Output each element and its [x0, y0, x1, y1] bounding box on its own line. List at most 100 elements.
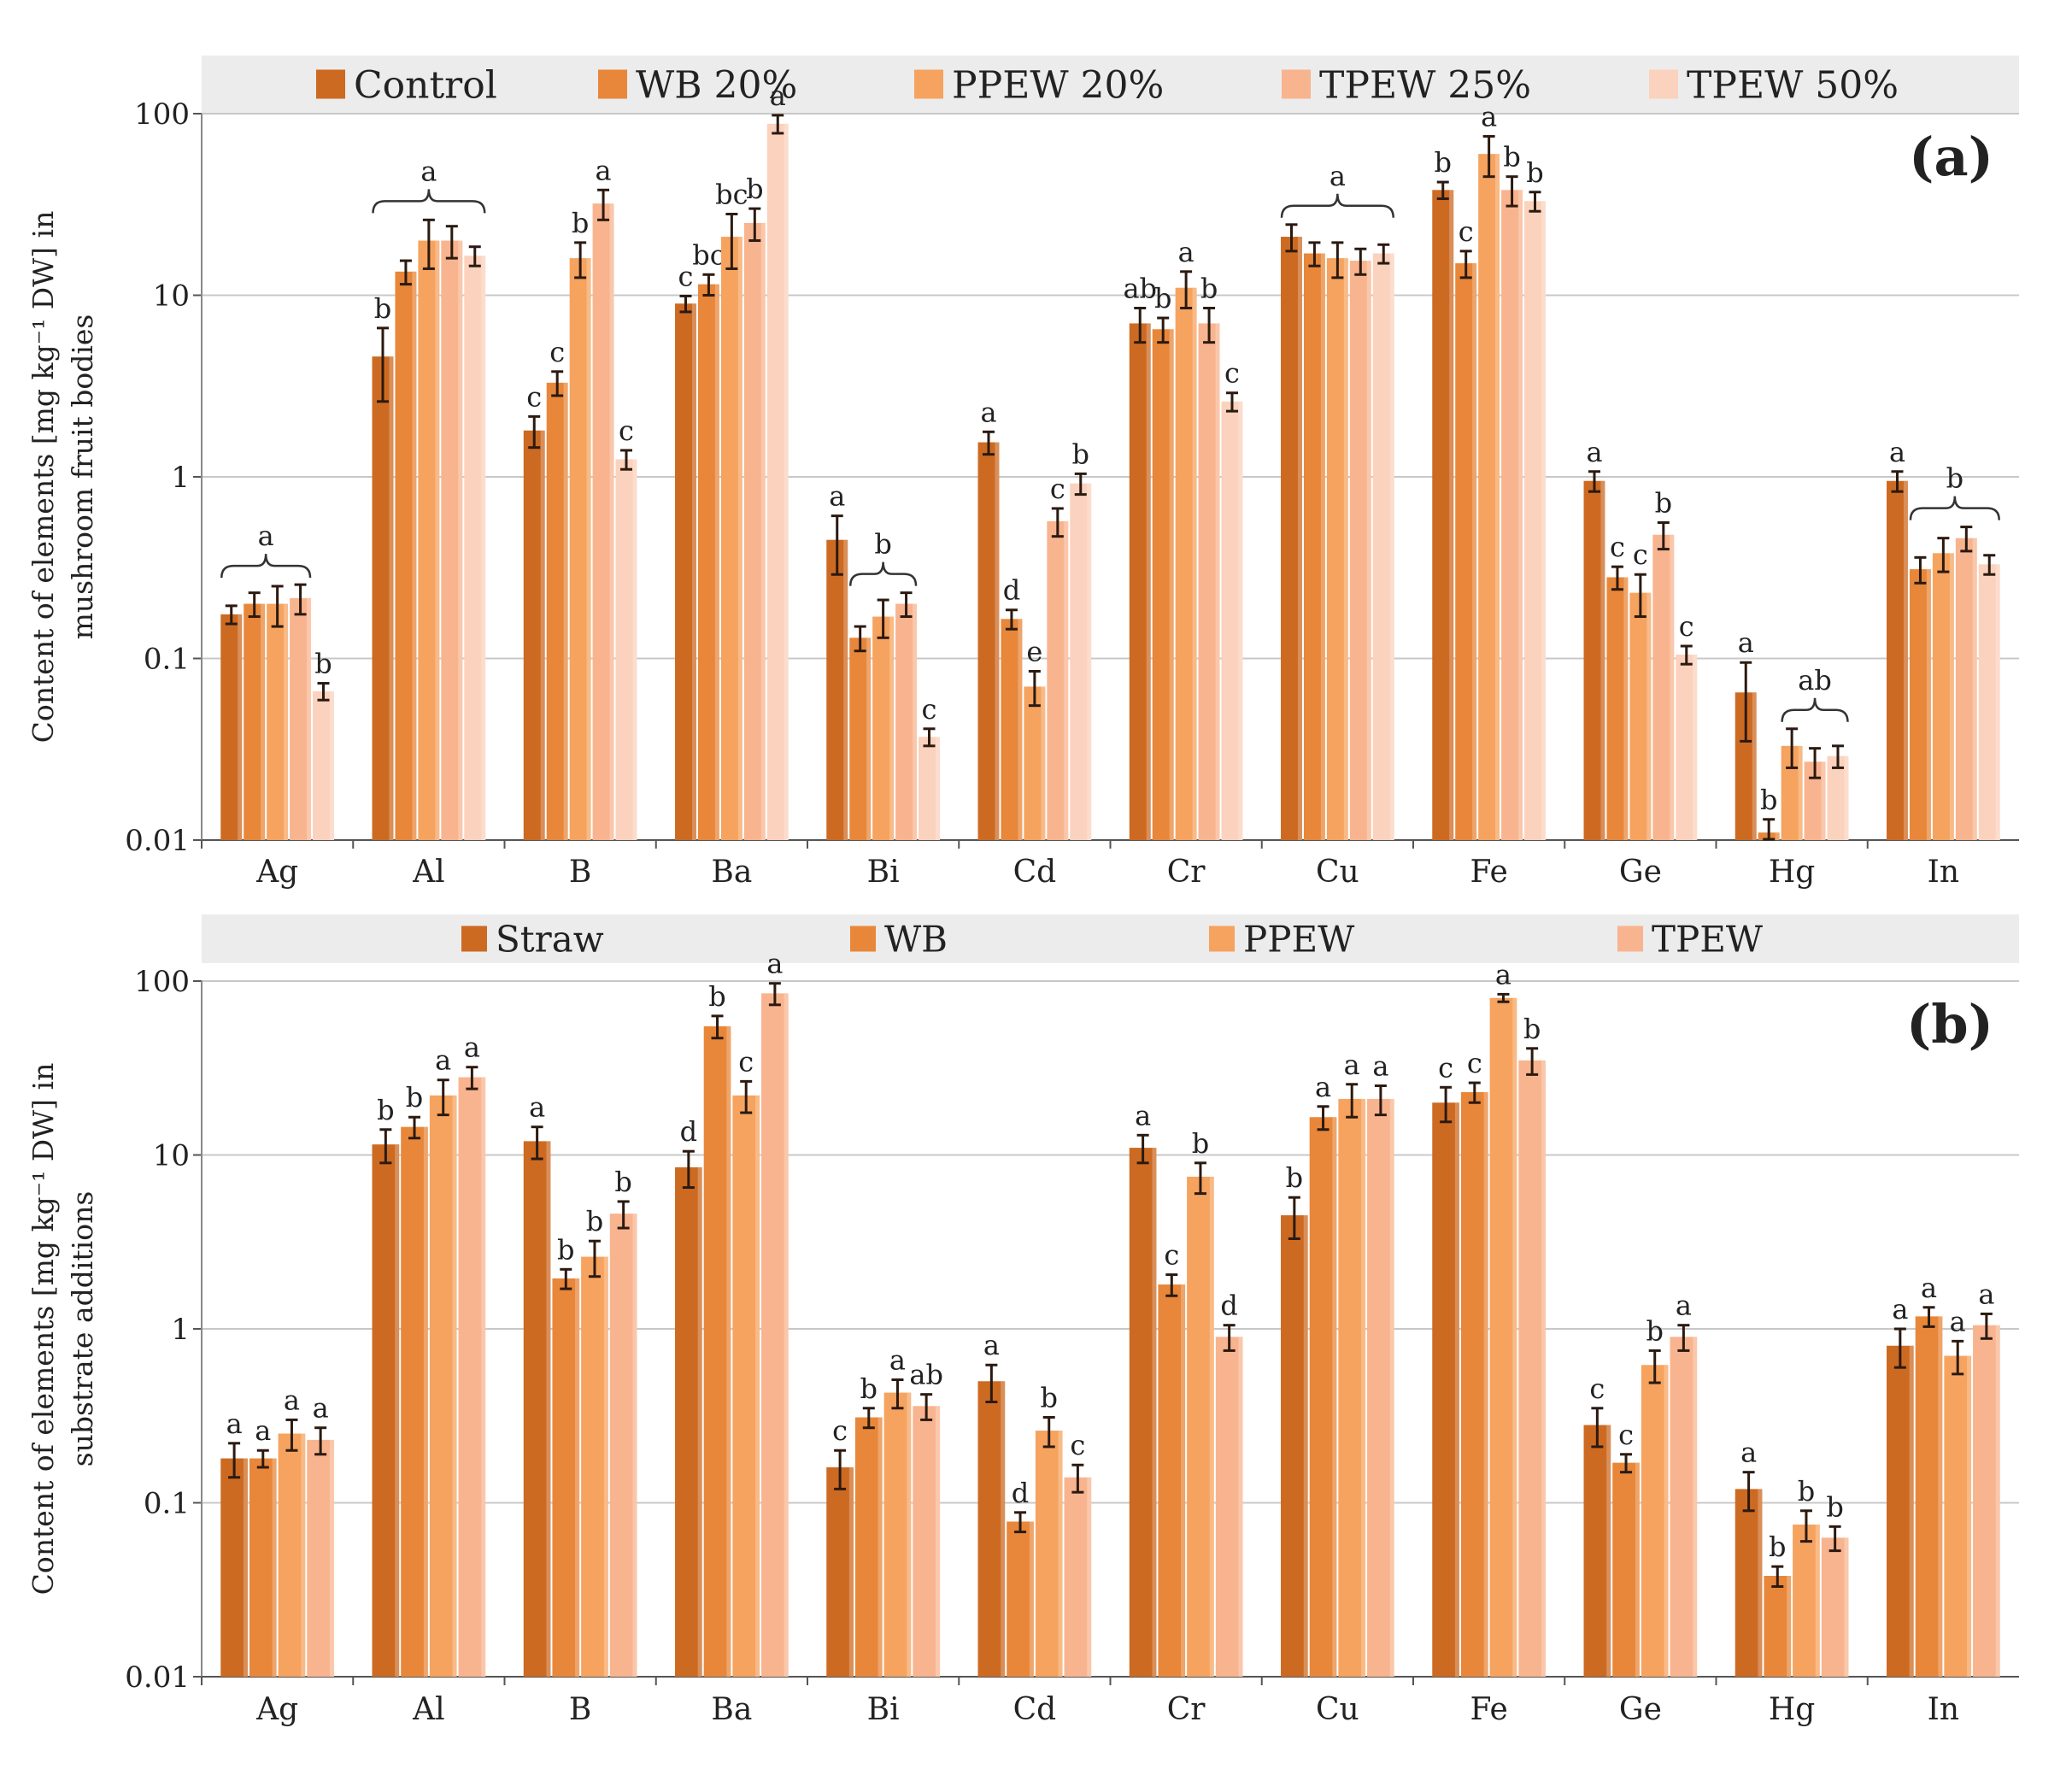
legend-label: WB — [884, 919, 948, 961]
significance-letter: c — [1589, 1372, 1605, 1405]
group-significance-letter: a — [1329, 160, 1346, 192]
bar — [441, 240, 463, 840]
group-bracket — [372, 189, 486, 214]
bar — [732, 1095, 760, 1677]
bar — [697, 284, 719, 841]
bar-highlight — [1967, 1355, 1972, 1677]
bar-highlight — [1752, 692, 1757, 840]
bar — [418, 240, 440, 840]
bar — [1372, 253, 1394, 840]
significance-letter: a — [464, 1031, 480, 1064]
bar-highlight — [329, 1439, 334, 1677]
bar-highlight — [1798, 745, 1803, 840]
y-tick-label: 100 — [134, 97, 190, 132]
significance-letter: c — [1459, 215, 1474, 248]
x-tick-label: Fe — [1470, 855, 1507, 890]
significance-letter: a — [313, 1392, 329, 1425]
panel-label: (b) — [1906, 993, 1993, 1055]
bar — [675, 1167, 702, 1677]
bar — [1944, 1355, 1972, 1677]
bar-highlight — [632, 1214, 637, 1677]
bar — [1652, 534, 1675, 840]
bar — [1432, 1102, 1459, 1677]
bar — [1455, 263, 1477, 841]
significance-letter: b — [1503, 141, 1520, 173]
y-axis-label: substrate additions — [66, 1191, 99, 1467]
bar-highlight — [1821, 761, 1826, 840]
bar — [1629, 592, 1652, 840]
bar-highlight — [1087, 483, 1092, 840]
significance-letter: ab — [909, 1359, 943, 1391]
bar-highlight — [1389, 253, 1394, 840]
bar-highlight — [1058, 1431, 1063, 1677]
significance-letter: c — [1610, 531, 1625, 563]
bar — [1152, 329, 1174, 840]
significance-letter: a — [435, 1044, 451, 1077]
x-tick-label: Hg — [1769, 1692, 1815, 1727]
significance-letter: a — [1921, 1272, 1937, 1304]
bar-highlight — [1029, 1521, 1034, 1677]
significance-letter: bc — [692, 238, 725, 271]
significance-letter: a — [255, 1414, 271, 1447]
significance-letter: b — [1200, 272, 1218, 304]
x-tick-label: Al — [412, 1692, 445, 1727]
bar — [1047, 520, 1069, 840]
significance-letter: c — [549, 336, 565, 368]
bar-highlight — [1512, 997, 1517, 1677]
bar — [249, 1458, 277, 1677]
bar — [913, 1406, 940, 1677]
bar — [1501, 190, 1523, 840]
bar-highlight — [907, 1392, 912, 1677]
bar-highlight — [889, 616, 895, 840]
bar-highlight — [1303, 1215, 1308, 1677]
bar — [523, 1141, 551, 1677]
bar-highlight — [1758, 1489, 1763, 1677]
bar — [1955, 538, 1977, 840]
bar — [1524, 201, 1546, 840]
significance-letter: a — [770, 79, 786, 112]
bar — [1129, 1148, 1157, 1677]
significance-letter: a — [1178, 236, 1194, 268]
bar-highlight — [1646, 592, 1652, 840]
legend-background — [202, 56, 2019, 113]
bar — [919, 737, 940, 840]
bar — [1175, 287, 1197, 840]
significance-letter: d — [1003, 574, 1020, 607]
significance-letter: c — [922, 693, 937, 726]
y-axis-label: Content of elements [mg kg⁻¹ DW] in — [26, 1063, 60, 1596]
x-tick-label: In — [1928, 1692, 1959, 1727]
significance-letter: a — [1315, 1071, 1331, 1103]
bar-highlight — [423, 1126, 428, 1677]
bar-highlight — [1472, 263, 1477, 841]
significance-letter: c — [1070, 1429, 1085, 1461]
group-bracket — [1781, 697, 1849, 722]
bar — [1035, 1431, 1063, 1677]
bar — [854, 1417, 883, 1677]
bar-highlight — [1670, 534, 1675, 840]
x-tick-label: Ge — [1619, 855, 1662, 890]
bar-highlight — [481, 256, 486, 840]
y-tick-label: 0.1 — [144, 643, 190, 677]
group-significance-letter: a — [258, 520, 274, 552]
significance-letter: c — [526, 380, 542, 413]
bar — [1024, 686, 1046, 840]
bar-highlight — [540, 430, 545, 840]
bar-highlight — [563, 382, 568, 840]
significance-letter: b — [1798, 1475, 1815, 1507]
x-tick-label: Al — [412, 855, 445, 890]
significance-letter: c — [1618, 1419, 1634, 1451]
bar — [826, 1466, 854, 1677]
bar — [569, 258, 591, 840]
bar-highlight — [1018, 619, 1023, 840]
bar — [546, 382, 568, 840]
bar — [395, 271, 417, 840]
bar-highlight — [1844, 1537, 1849, 1677]
bar-highlight — [1938, 1316, 1943, 1677]
bar — [609, 1214, 637, 1677]
bar-highlight — [1949, 553, 1954, 840]
significance-letter: d — [1220, 1290, 1237, 1322]
significance-letter: a — [1892, 1293, 1908, 1325]
legend-swatch — [1209, 926, 1235, 952]
significance-letter: b — [1154, 282, 1171, 314]
bar — [826, 539, 848, 840]
